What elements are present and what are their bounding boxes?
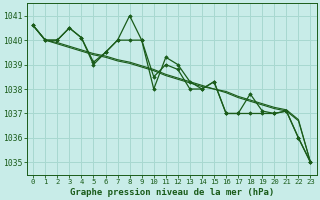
X-axis label: Graphe pression niveau de la mer (hPa): Graphe pression niveau de la mer (hPa) [70, 188, 274, 197]
